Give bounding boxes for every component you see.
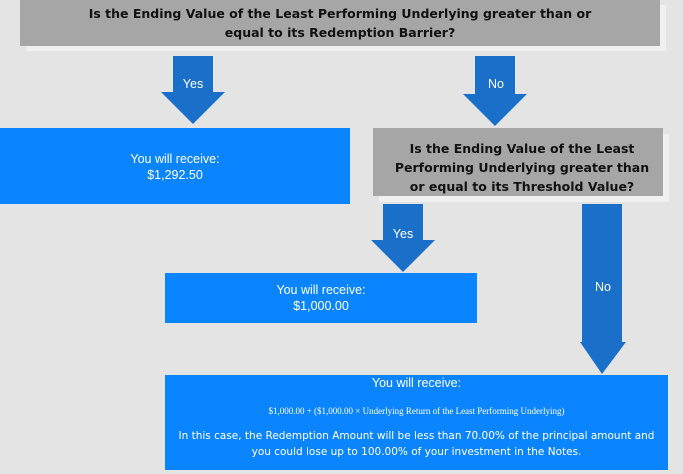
question-1-text: Is the Ending Value of the Least Perform…	[88, 6, 592, 40]
q1-no-arrow	[463, 56, 527, 126]
outcome-2-label: You will receive:	[276, 283, 366, 297]
q2-no-arrow	[580, 204, 626, 374]
q2-no-label: No	[595, 280, 611, 294]
outcome-1-box: You will receive: $1,292.50	[0, 128, 350, 204]
q1-yes-arrow	[161, 56, 225, 124]
outcome-3-note: In this case, the Redemption Amount will…	[178, 430, 655, 458]
q2-yes-label: Yes	[392, 227, 414, 241]
outcome-3-formula: $1,000.00 + ($1,000.00 × Underlying Retu…	[268, 406, 565, 416]
q1-yes-label: Yes	[182, 77, 204, 91]
outcome-2-amount: $1,000.00	[293, 299, 349, 313]
outcome-3-box: You will receive: $1,000.00 + ($1,000.00…	[165, 375, 668, 470]
question-2-text: Is the Ending Value of the Least Perform…	[394, 141, 650, 194]
question-2-box: Is the Ending Value of the Least Perform…	[373, 128, 663, 196]
outcome-1-amount: $1,292.50	[147, 168, 203, 182]
outcome-1-label: You will receive:	[130, 152, 220, 166]
q1-no-label: No	[488, 77, 504, 91]
question-1-box: Is the Ending Value of the Least Perform…	[20, 0, 660, 46]
outcome-2-box: You will receive: $1,000.00	[165, 273, 477, 323]
outcome-3-label: You will receive:	[371, 376, 462, 390]
q2-yes-arrow	[371, 204, 435, 272]
